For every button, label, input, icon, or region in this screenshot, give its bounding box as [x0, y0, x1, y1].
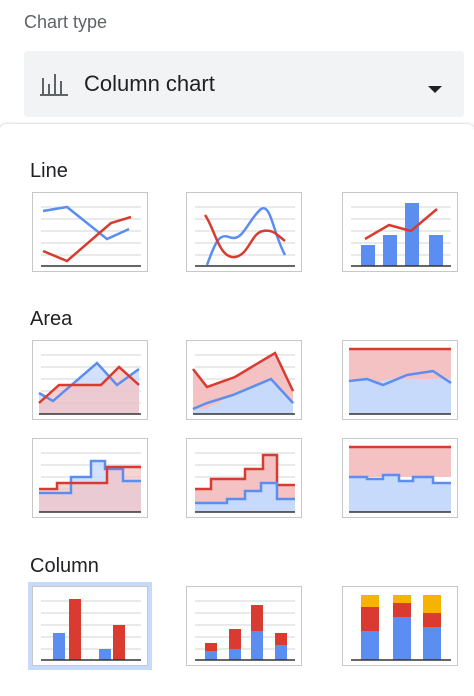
- smooth-line-chart-icon: [195, 206, 295, 267]
- column-chart-icon: [41, 599, 141, 661]
- stacked-column-chart-icon: [195, 600, 295, 661]
- line-chart-thumbnail[interactable]: [32, 192, 148, 272]
- stacked-stepped-area-chart-thumbnail[interactable]: [186, 438, 302, 518]
- 100-percent-stacked-column-chart-thumbnail[interactable]: [342, 586, 458, 666]
- 100-percent-stacked-stepped-area-chart-thumbnail[interactable]: [342, 438, 458, 518]
- combo-chart-thumbnail[interactable]: [342, 192, 458, 272]
- section-title-area: Area: [30, 308, 73, 330]
- stacked-column-chart-thumbnail[interactable]: [186, 586, 302, 666]
- combo-chart-icon: [351, 203, 451, 267]
- stepped-area-chart-icon: [39, 452, 141, 513]
- section-title-line: Line: [30, 160, 68, 182]
- column-chart-thumbnail[interactable]: [28, 582, 152, 670]
- chart-type-menu: Line Area: [0, 124, 474, 696]
- stepped-area-chart-thumbnail[interactable]: [32, 438, 148, 518]
- bar-chart-icon: [40, 72, 68, 101]
- chart-type-label: Chart type: [24, 12, 108, 32]
- area-chart-thumbnail[interactable]: [32, 340, 148, 420]
- selected-chart-type: Column chart: [84, 71, 215, 96]
- stacked-stepped-area-chart-icon: [195, 452, 295, 513]
- line-chart-icon: [41, 205, 141, 267]
- 100-percent-stacked-column-chart-icon: [351, 595, 451, 661]
- 100-percent-stacked-stepped-area-chart-icon: [349, 445, 451, 513]
- section-title-column: Column: [30, 555, 99, 577]
- stacked-area-chart-icon: [192, 351, 295, 415]
- 100-percent-stacked-area-chart-thumbnail[interactable]: [342, 340, 458, 420]
- chart-type-dropdown[interactable]: Column chart: [24, 51, 464, 117]
- area-chart-icon: [38, 354, 141, 415]
- 100-percent-stacked-area-chart-icon: [348, 347, 452, 415]
- dropdown-arrow-icon: [428, 81, 442, 99]
- smooth-line-chart-thumbnail[interactable]: [186, 192, 302, 272]
- stacked-area-chart-thumbnail[interactable]: [186, 340, 302, 420]
